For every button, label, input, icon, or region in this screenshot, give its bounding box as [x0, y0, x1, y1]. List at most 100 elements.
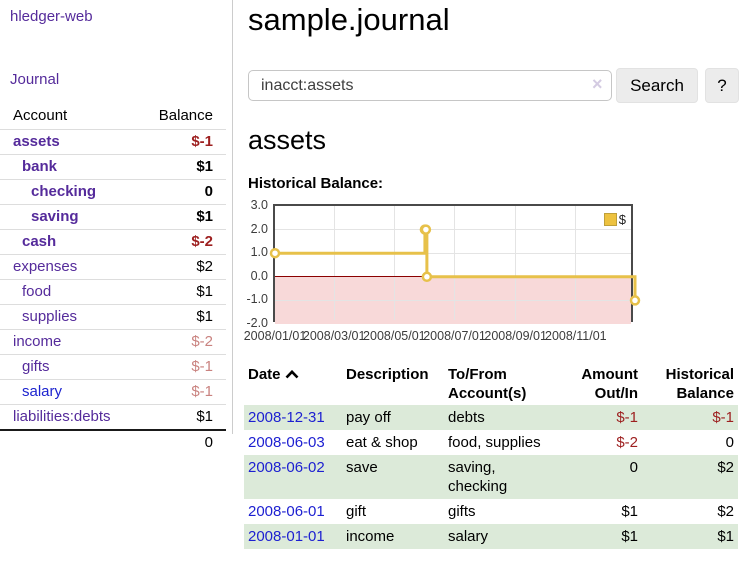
register-balance: $1: [717, 528, 734, 545]
register-row: 2008-06-03 eat & shop food, supplies $-2…: [244, 430, 738, 455]
account-row: expenses $2: [0, 254, 226, 280]
sidebar-account-link[interactable]: bank: [22, 158, 58, 175]
register-amount: 0: [629, 459, 638, 476]
account-balance: $1: [140, 279, 226, 305]
register-col-date[interactable]: Date: [244, 363, 342, 405]
account-balance: 0: [140, 179, 226, 205]
chart-data-point-marker: [421, 271, 433, 283]
account-row: checking 0: [0, 179, 226, 205]
accounts-table-body: assets $-1 bank $1 checking 0 saving $1 …: [0, 129, 226, 430]
account-balance: $-1: [140, 129, 226, 155]
account-balance: $-1: [140, 354, 226, 380]
chart-x-tick-label: 2008/07/01: [423, 329, 486, 343]
legend-label: $: [618, 212, 626, 227]
chart-data-point-marker: [629, 295, 641, 306]
chart-series-svg: [269, 224, 641, 306]
balance-chart-plot: $: [269, 204, 641, 324]
register-date-link[interactable]: 2008-12-31: [248, 409, 325, 426]
register-row: 2008-06-01 gift gifts $1 $2: [244, 499, 738, 524]
chart-gridline-horizontal: [275, 252, 631, 254]
account-row: cash $-2: [0, 229, 226, 255]
account-balance: $-2: [140, 229, 226, 255]
accounts-total-value: 0: [0, 429, 226, 455]
register-table-header: Date Description To/From Account(s) Amou…: [244, 363, 738, 405]
account-balance: $1: [140, 154, 226, 180]
help-button[interactable]: ?: [705, 68, 739, 103]
register-balance: $2: [717, 503, 734, 520]
brand-link[interactable]: hledger-web: [10, 8, 93, 25]
sidebar-account-link[interactable]: liabilities:debts: [13, 408, 111, 425]
register-row: 2008-01-01 income salary $1 $1: [244, 524, 738, 549]
legend-swatch-icon: [603, 213, 617, 226]
search-button[interactable]: Search: [616, 68, 698, 103]
account-row: bank $1: [0, 154, 226, 180]
account-row: gifts $-1: [0, 354, 226, 380]
chart-legend: $: [603, 212, 626, 227]
accounts-col-account: Account: [13, 107, 68, 124]
register-amount: $1: [621, 528, 638, 545]
chart-x-tick-label: 2008/05/01: [363, 329, 426, 343]
register-amount: $-1: [616, 409, 638, 426]
register-tofrom-accounts: salary: [448, 528, 489, 545]
register-tofrom-accounts: saving, checking: [448, 459, 508, 495]
account-row: food $1: [0, 279, 226, 305]
chart-x-tick-label: 2008/01/01: [243, 329, 307, 343]
chart-gridline-vertical: [333, 206, 335, 320]
chart-y-tick-label: -2.0: [246, 316, 268, 330]
account-balance: $1: [140, 204, 226, 230]
account-row: saving $1: [0, 204, 226, 230]
chart-y-tick-label: 3.0: [250, 198, 268, 212]
chart-gridline-horizontal: [275, 299, 631, 301]
chart-x-tick-label: 2008/03/01: [302, 329, 366, 343]
sidebar-account-link[interactable]: salary: [22, 383, 63, 400]
sidebar-account-link[interactable]: gifts: [22, 358, 50, 375]
account-balance: $1: [140, 404, 226, 430]
register-description: income: [346, 528, 395, 545]
register-balance: 0: [725, 434, 734, 451]
chart-title: Historical Balance:: [248, 175, 384, 192]
chart-data-point-marker: [420, 224, 432, 235]
sidebar-account-link[interactable]: checking: [31, 183, 97, 200]
chart-gridline-vertical: [393, 206, 395, 320]
register-description: gift: [346, 503, 367, 520]
account-row: assets $-1: [0, 129, 226, 155]
register-date-link[interactable]: 2008-01-01: [248, 528, 325, 545]
page-title: sample.journal: [248, 2, 450, 37]
register-tofrom-accounts: gifts: [448, 503, 476, 520]
register-tofrom-accounts: food, supplies: [448, 434, 541, 451]
sort-ascending-icon: [285, 370, 298, 379]
chart-x-tick-label: 2008/09/01: [484, 329, 547, 343]
chart-gridline-vertical: [454, 206, 455, 320]
sidebar-account-link[interactable]: income: [13, 333, 62, 350]
sidebar-item-journal[interactable]: Journal: [10, 71, 60, 88]
chart-y-tick-label: 0.0: [250, 268, 268, 283]
chart-gridline-horizontal: [275, 229, 631, 231]
register-amount: $1: [621, 503, 638, 520]
sidebar: hledger-web Journal Account Balance asse…: [0, 0, 233, 455]
account-balance: $-2: [140, 329, 226, 355]
account-row: salary $-1: [0, 379, 226, 405]
sidebar-account-link[interactable]: saving: [31, 208, 79, 225]
chart-data-point-marker: [269, 247, 281, 259]
sidebar-account-link[interactable]: cash: [22, 233, 57, 250]
clear-search-icon[interactable]: ×: [592, 74, 603, 94]
accounts-table-header: Account Balance: [0, 103, 226, 130]
register-col-amount: Amount Out/In: [581, 366, 638, 402]
sidebar-account-link[interactable]: supplies: [22, 308, 78, 325]
register-col-balance: Historical Balance: [665, 366, 734, 402]
sidebar-account-link[interactable]: assets: [13, 133, 60, 150]
search-input[interactable]: [248, 70, 612, 101]
register-date-link[interactable]: 2008-06-01: [248, 503, 325, 520]
account-row: supplies $1: [0, 304, 226, 330]
chart-gridline-vertical: [575, 206, 577, 320]
register-date-link[interactable]: 2008-06-03: [248, 434, 325, 451]
register-balance: $2: [717, 459, 734, 476]
register-date-link[interactable]: 2008-06-02: [248, 459, 325, 476]
register-table: Date Description To/From Account(s) Amou…: [244, 363, 738, 549]
sidebar-account-link[interactable]: food: [22, 283, 52, 300]
sidebar-account-link[interactable]: expenses: [13, 258, 78, 275]
accounts-table: Account Balance assets $-1 bank $1 check…: [0, 103, 226, 455]
register-balance: $-1: [712, 409, 734, 426]
register-tofrom-accounts: debts: [448, 409, 485, 426]
